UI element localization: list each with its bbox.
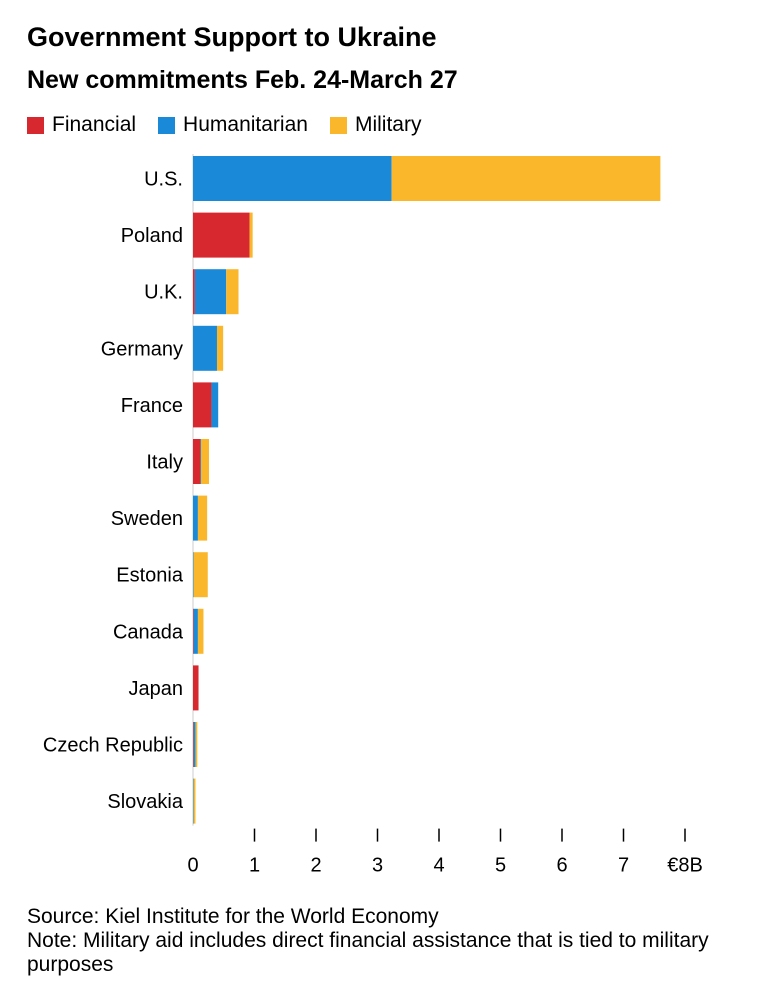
- bar-u-s-military: [391, 156, 661, 201]
- legend: Financial Humanitarian Military: [27, 113, 443, 137]
- category-label-estonia: Estonia: [116, 565, 184, 587]
- bar-france-humanitarian: [211, 382, 219, 428]
- bar-sweden-military: [197, 495, 208, 541]
- category-label-sweden: Sweden: [111, 508, 183, 530]
- bar-germany-military: [216, 325, 224, 371]
- legend-label-humanitarian: Humanitarian: [183, 113, 308, 136]
- legend-item-financial: Financial: [27, 113, 136, 137]
- bar-czech-republic-humanitarian: [193, 722, 196, 767]
- bar-estonia-military: [193, 552, 208, 598]
- bar-u-k-humanitarian: [194, 269, 227, 315]
- bar-japan-financial: [193, 665, 199, 711]
- category-label-canada: Canada: [113, 621, 184, 643]
- bar-slovakia-humanitarian: [193, 778, 194, 824]
- x-tick-label-6: 6: [556, 855, 567, 877]
- chart-subtitle: New commitments Feb. 24-March 27: [27, 66, 458, 94]
- category-label-czech-republic: Czech Republic: [43, 735, 183, 757]
- x-tick-label-4: 4: [433, 855, 444, 877]
- bar-italy-military: [200, 439, 209, 484]
- category-label-japan: Japan: [129, 678, 184, 700]
- category-label-italy: Italy: [146, 452, 183, 474]
- x-tick-label-8b: €8B: [667, 855, 703, 877]
- chart-title: Government Support to Ukraine: [27, 22, 437, 52]
- x-tick-label-7: 7: [618, 855, 629, 877]
- bar-germany-humanitarian: [193, 325, 217, 371]
- bar-france-financial: [193, 382, 212, 428]
- bar-estonia-humanitarian: [193, 552, 194, 598]
- x-tick-label-0: 0: [187, 855, 198, 877]
- legend-label-financial: Financial: [52, 113, 137, 136]
- bar-poland-financial: [193, 212, 250, 258]
- bar-u-k-financial: [193, 269, 195, 315]
- x-tick-label-1: 1: [249, 855, 260, 877]
- bar-canada-humanitarian: [193, 608, 198, 654]
- footer: Source: Kiel Institute for the World Eco…: [27, 905, 747, 977]
- legend-item-humanitarian: Humanitarian: [158, 113, 308, 137]
- bar-sweden-humanitarian: [193, 495, 198, 541]
- category-label-france: France: [121, 395, 183, 417]
- bar-slovakia-military: [193, 778, 196, 824]
- bar-canada-financial: [193, 608, 194, 654]
- legend-swatch-military: [329, 116, 347, 134]
- x-tick-label-2: 2: [310, 855, 321, 877]
- x-tick-label-5: 5: [495, 855, 506, 877]
- category-label-u-k: U.K.: [144, 282, 183, 304]
- bar-czech-republic-military: [195, 722, 198, 767]
- category-label-u-s: U.S.: [144, 169, 183, 191]
- source-note: Source: Kiel Institute for the World Eco…: [27, 905, 439, 928]
- category-label-poland: Poland: [121, 225, 183, 247]
- bar-czech-republic-financial: [193, 722, 194, 767]
- legend-label-military: Military: [354, 113, 422, 136]
- x-tick-label-3: 3: [372, 855, 383, 877]
- category-label-slovakia: Slovakia: [107, 791, 183, 813]
- bar-u-s-humanitarian: [193, 156, 392, 201]
- legend-item-military: Military: [329, 113, 422, 137]
- bar-italy-financial: [193, 439, 201, 484]
- bar-canada-military: [197, 608, 204, 654]
- bar-chart: U.S. Poland U.K. Germany France Italy Sweden Es…: [43, 154, 703, 877]
- legend-swatch-financial: [27, 116, 44, 134]
- bar-poland-military: [249, 212, 253, 258]
- footnote: Note: Military aid includes direct finan…: [27, 929, 709, 976]
- legend-swatch-humanitarian: [158, 116, 176, 134]
- category-label-germany: Germany: [101, 338, 183, 360]
- bar-u-k-military: [226, 269, 239, 315]
- bar-italy-humanitarian: [200, 439, 201, 484]
